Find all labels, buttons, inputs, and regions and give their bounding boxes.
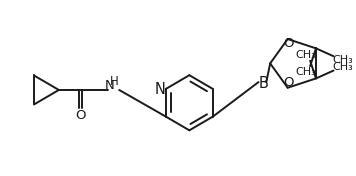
Text: N: N — [155, 83, 165, 98]
Text: CH₃: CH₃ — [333, 62, 354, 72]
Text: B: B — [258, 76, 268, 91]
Text: N: N — [105, 78, 114, 92]
Text: CH₃: CH₃ — [296, 67, 316, 77]
Text: O: O — [75, 109, 85, 122]
Text: H: H — [110, 75, 119, 88]
Text: CH₃: CH₃ — [296, 50, 316, 60]
Text: CH₃: CH₃ — [333, 55, 354, 65]
Text: O: O — [283, 37, 294, 51]
Text: O: O — [283, 76, 294, 89]
